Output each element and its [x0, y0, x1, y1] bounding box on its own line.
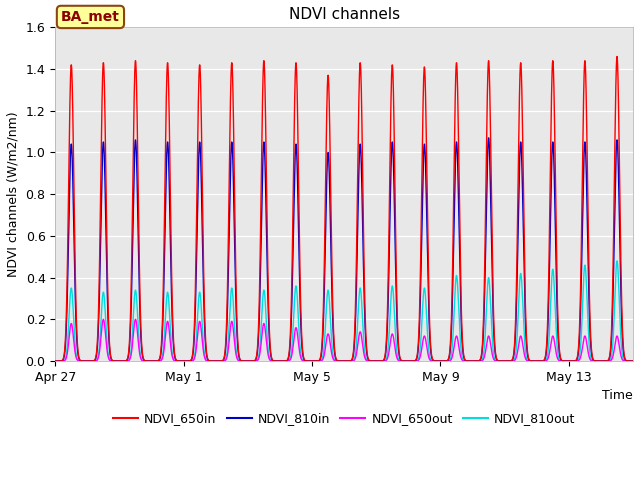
Title: NDVI channels: NDVI channels [289, 7, 400, 22]
Legend: NDVI_650in, NDVI_810in, NDVI_650out, NDVI_810out: NDVI_650in, NDVI_810in, NDVI_650out, NDV… [108, 408, 580, 431]
X-axis label: Time: Time [602, 389, 633, 402]
Y-axis label: NDVI channels (W/m2/nm): NDVI channels (W/m2/nm) [7, 111, 20, 277]
Text: BA_met: BA_met [61, 10, 120, 24]
